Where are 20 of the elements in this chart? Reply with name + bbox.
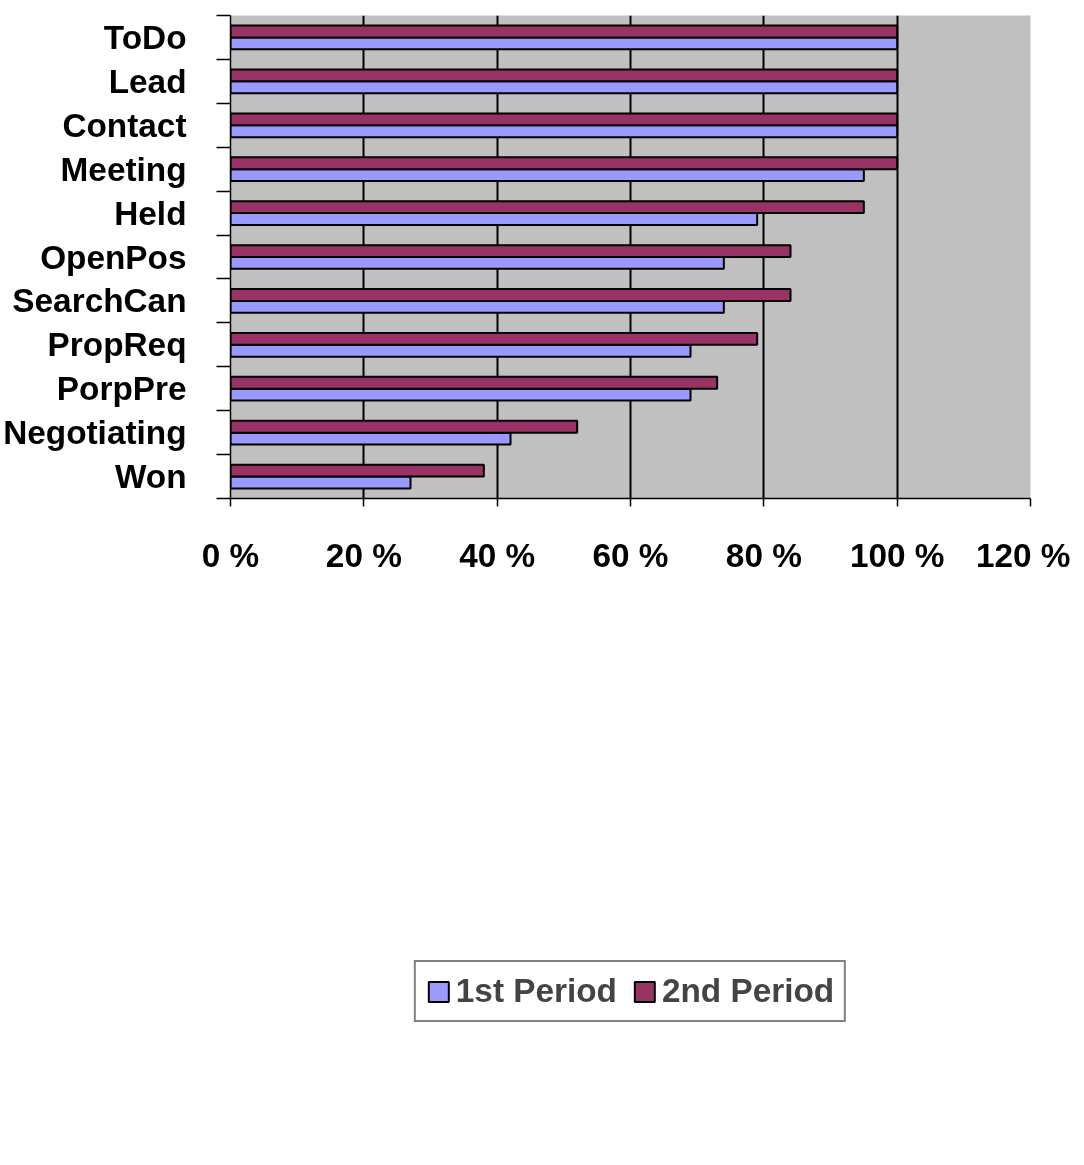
y-tick-label: PropReq [47, 326, 187, 364]
y-tick-label: Lead [108, 62, 187, 100]
y-tick-label: Meeting [60, 150, 187, 188]
x-tick-label: 0 % [201, 536, 260, 574]
y-tick-label: ToDo [103, 18, 187, 56]
x-tick-label: 60 % [592, 536, 669, 574]
legend-label: 1st Period [455, 972, 617, 1010]
x-tick-label: 120 % [976, 536, 1071, 574]
x-tick-label: 20 % [325, 536, 402, 574]
y-tick-label: Won [114, 458, 187, 496]
y-tick-label: PorpPre [56, 370, 187, 408]
y-tick-label: Contact [62, 106, 187, 144]
y-tick-label: Held [114, 194, 187, 232]
x-tick-label: 40 % [459, 536, 536, 574]
y-tick-label: SearchCan [12, 282, 187, 320]
x-tick-label: 100 % [849, 536, 945, 574]
legend-label: 2nd Period [661, 972, 835, 1010]
x-tick-label: 80 % [725, 536, 802, 574]
y-tick-label: OpenPos [40, 238, 187, 276]
y-tick-label: Negotiating [3, 414, 187, 452]
